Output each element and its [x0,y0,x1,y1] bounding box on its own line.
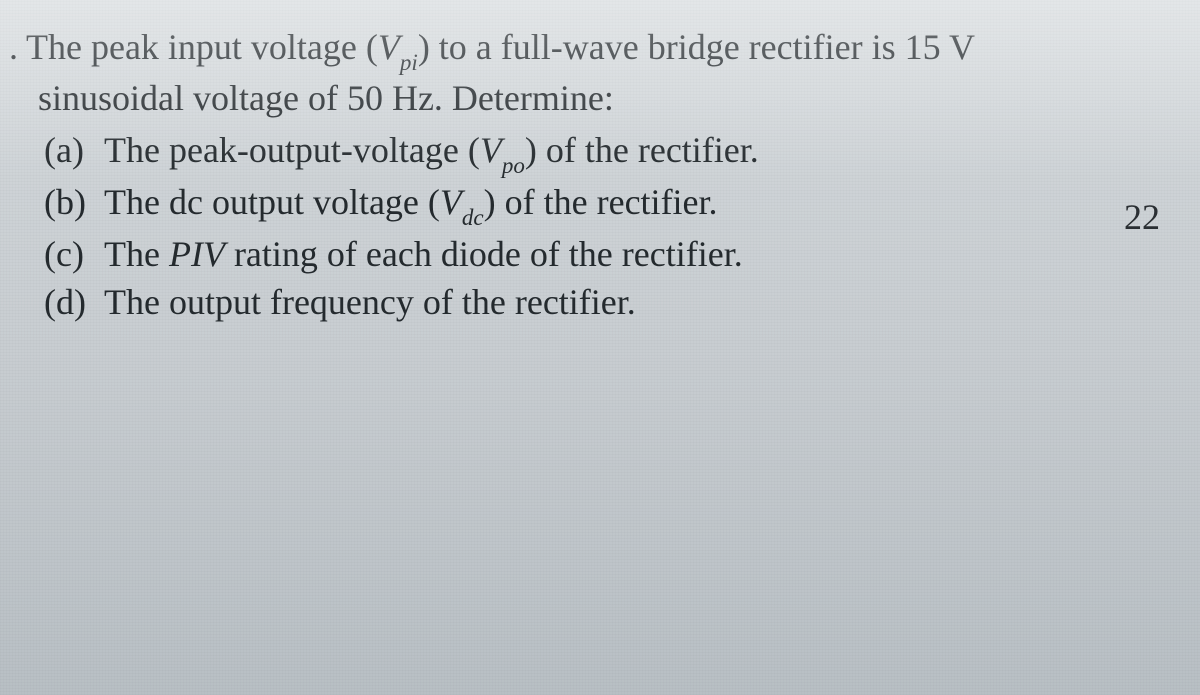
variable-vdc-sub: dc [462,204,484,230]
item-b-post: ) of the rectifier. [484,182,718,222]
item-c: (c) The PIV rating of each diode of the … [44,230,1182,278]
sub-questions: (a) The peak-output-voltage (Vpo) of the… [0,122,1182,327]
item-c-text: The PIV rating of each diode of the rect… [104,230,1182,278]
item-d-text: The output frequency of the rectifier. [104,278,1182,326]
question-page: .The peak input voltage (Vpi) to a full-… [0,0,1200,327]
item-c-label: (c) [44,230,104,278]
item-d-label: (d) [44,278,104,326]
stem-line1-pre: The peak input voltage ( [26,27,378,67]
piv-emph: PIV [169,234,225,274]
variable-vpi-v: V [378,27,400,67]
item-c-pre: The [104,234,169,274]
stem-line-1: .The peak input voltage (Vpi) to a full-… [0,24,1182,75]
variable-vpi-sub: pi [400,49,418,75]
page-number: 22 [1124,196,1160,238]
bullet-dot: . [0,24,26,72]
item-b: (b) The dc output voltage (Vdc) of the r… [44,178,1182,230]
item-a-post: ) of the rectifier. [525,130,759,170]
item-a-pre: The peak-output-voltage ( [104,130,480,170]
item-c-post: rating of each diode of the rectifier. [225,234,743,274]
item-a: (a) The peak-output-voltage (Vpo) of the… [44,126,1182,178]
item-b-text: The dc output voltage (Vdc) of the recti… [104,178,1182,230]
question-stem: .The peak input voltage (Vpi) to a full-… [0,24,1182,122]
item-b-label: (b) [44,178,104,226]
item-b-pre: The dc output voltage ( [104,182,440,222]
variable-vpo-sub: po [502,152,525,178]
item-a-text: The peak-output-voltage (Vpo) of the rec… [104,126,1182,178]
stem-line1-post: ) to a full-wave bridge rectifier is 15 … [418,27,975,67]
stem-line-2: sinusoidal voltage of 50 Hz. Determine: [0,75,1182,123]
item-d: (d) The output frequency of the rectifie… [44,278,1182,326]
item-a-label: (a) [44,126,104,174]
variable-vpo-v: V [480,130,502,170]
variable-vdc-v: V [440,182,462,222]
